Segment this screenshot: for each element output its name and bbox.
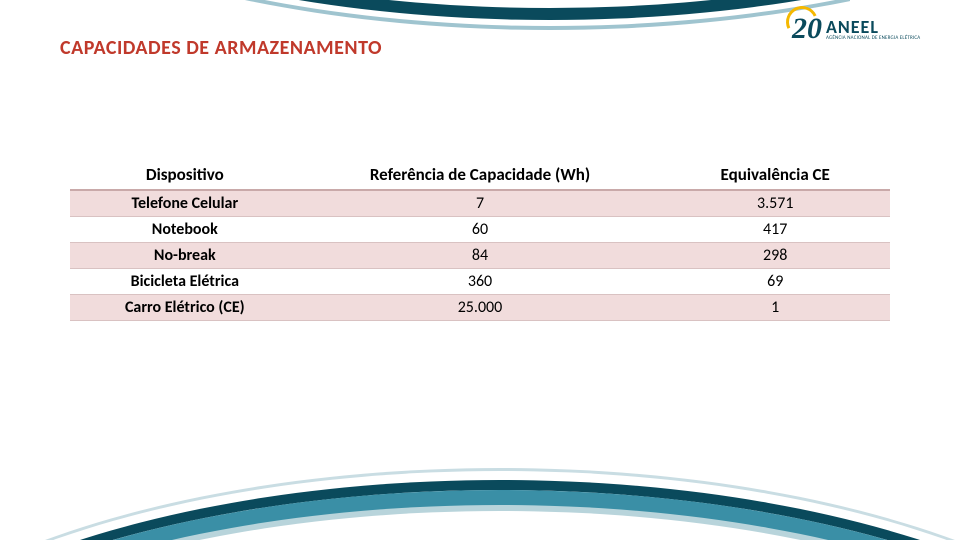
- cell-capacity: 60: [300, 217, 661, 243]
- table-row: Bicicleta Elétrica 360 69: [70, 269, 890, 295]
- table-body: Telefone Celular 7 3.571 Notebook 60 417…: [70, 190, 890, 321]
- cell-equiv: 417: [660, 217, 890, 243]
- table-row: Notebook 60 417: [70, 217, 890, 243]
- cell-capacity: 7: [300, 190, 661, 217]
- cell-capacity: 360: [300, 269, 661, 295]
- capacity-table-container: Dispositivo Referência de Capacidade (Wh…: [70, 160, 890, 321]
- cell-capacity: 25.000: [300, 295, 661, 321]
- table-row: No-break 84 298: [70, 243, 890, 269]
- capacity-table: Dispositivo Referência de Capacidade (Wh…: [70, 160, 890, 321]
- cell-equiv: 3.571: [660, 190, 890, 217]
- bottom-decorative-swoosh: [0, 450, 960, 540]
- slide: 20 ANEEL AGÊNCIA NACIONAL DE ENERGIA ELÉ…: [0, 0, 960, 540]
- logo-subtitle: AGÊNCIA NACIONAL DE ENERGIA ELÉTRICA: [826, 36, 920, 41]
- logo-aneel-20: 20 ANEEL AGÊNCIA NACIONAL DE ENERGIA ELÉ…: [792, 4, 942, 54]
- top-decorative-swoosh: [0, 0, 850, 30]
- table-row: Telefone Celular 7 3.571: [70, 190, 890, 217]
- cell-device: No-break: [70, 243, 300, 269]
- cell-equiv: 1: [660, 295, 890, 321]
- col-header-equivalence: Equivalência CE: [660, 160, 890, 190]
- col-header-capacity: Referência de Capacidade (Wh): [300, 160, 661, 190]
- logo-text-block: ANEEL AGÊNCIA NACIONAL DE ENERGIA ELÉTRI…: [826, 18, 920, 41]
- cell-equiv: 69: [660, 269, 890, 295]
- cell-device: Notebook: [70, 217, 300, 243]
- slide-title: CAPACIDADES DE ARMAZENAMENTO: [60, 36, 382, 60]
- cell-device: Carro Elétrico (CE): [70, 295, 300, 321]
- cell-device: Bicicleta Elétrica: [70, 269, 300, 295]
- table-row: Carro Elétrico (CE) 25.000 1: [70, 295, 890, 321]
- logo-number: 20: [792, 12, 822, 46]
- col-header-device: Dispositivo: [70, 160, 300, 190]
- table-header-row: Dispositivo Referência de Capacidade (Wh…: [70, 160, 890, 190]
- cell-equiv: 298: [660, 243, 890, 269]
- logo-brand: ANEEL: [826, 18, 920, 36]
- cell-capacity: 84: [300, 243, 661, 269]
- cell-device: Telefone Celular: [70, 190, 300, 217]
